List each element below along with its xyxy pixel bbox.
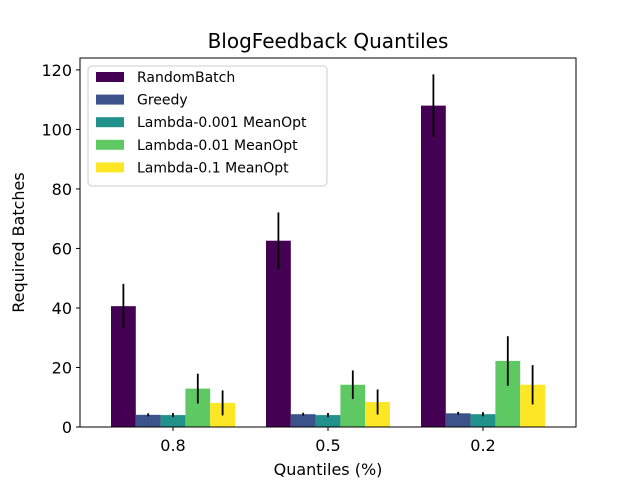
legend-swatch-3	[96, 117, 124, 128]
y-tick-label-2: 20	[52, 358, 72, 377]
x-axis: 0.8 0.5 0.2	[160, 427, 496, 455]
legend-swatch-1	[96, 72, 124, 82]
y-axis: 0 20 40 60 80 100 120	[41, 61, 80, 437]
legend-label-5: Lambda-0.1 MeanOpt	[137, 160, 289, 176]
legend: RandomBatch Greedy Lambda-0.001 MeanOpt Lam…	[87, 65, 328, 187]
bar-2-1	[135, 414, 161, 427]
y-tick-label-5: 80	[52, 180, 72, 199]
legend-label-3: Lambda-0.001 MeanOpt	[137, 115, 307, 131]
bar-2-2	[290, 414, 316, 427]
bar-2-3	[445, 413, 471, 427]
error-bars-layer	[122, 74, 534, 418]
legend-label-4: Lambda-0.01 MeanOpt	[137, 138, 298, 154]
y-axis-label: Required Batches	[9, 172, 28, 312]
bar-3-2	[315, 415, 341, 427]
y-tick-label-1: 0	[62, 418, 72, 437]
bar-1-3	[421, 105, 446, 428]
y-tick-label-3: 40	[52, 299, 72, 318]
legend-box	[87, 65, 328, 187]
legend-label-1: RandomBatch	[137, 70, 235, 86]
bars-layer	[111, 105, 545, 428]
x-axis-label: Quantiles (%)	[274, 460, 383, 479]
x-tick-label-3: 0.2	[470, 436, 495, 455]
legend-swatch-5	[96, 162, 124, 173]
x-tick-label-2: 0.5	[315, 436, 340, 455]
y-tick-label-7: 120	[41, 61, 72, 80]
bar-1-2	[266, 240, 291, 427]
bar-3-3	[470, 414, 496, 427]
legend-swatch-2	[96, 94, 124, 105]
chart-title: BlogFeedback Quantiles	[208, 29, 449, 53]
bar-3-1	[160, 415, 186, 427]
legend-label-2: Greedy	[137, 93, 188, 109]
y-tick-label-6: 100	[41, 120, 72, 139]
legend-swatch-4	[96, 139, 124, 150]
x-tick-label-1: 0.8	[160, 436, 185, 455]
y-tick-label-4: 60	[52, 239, 72, 258]
